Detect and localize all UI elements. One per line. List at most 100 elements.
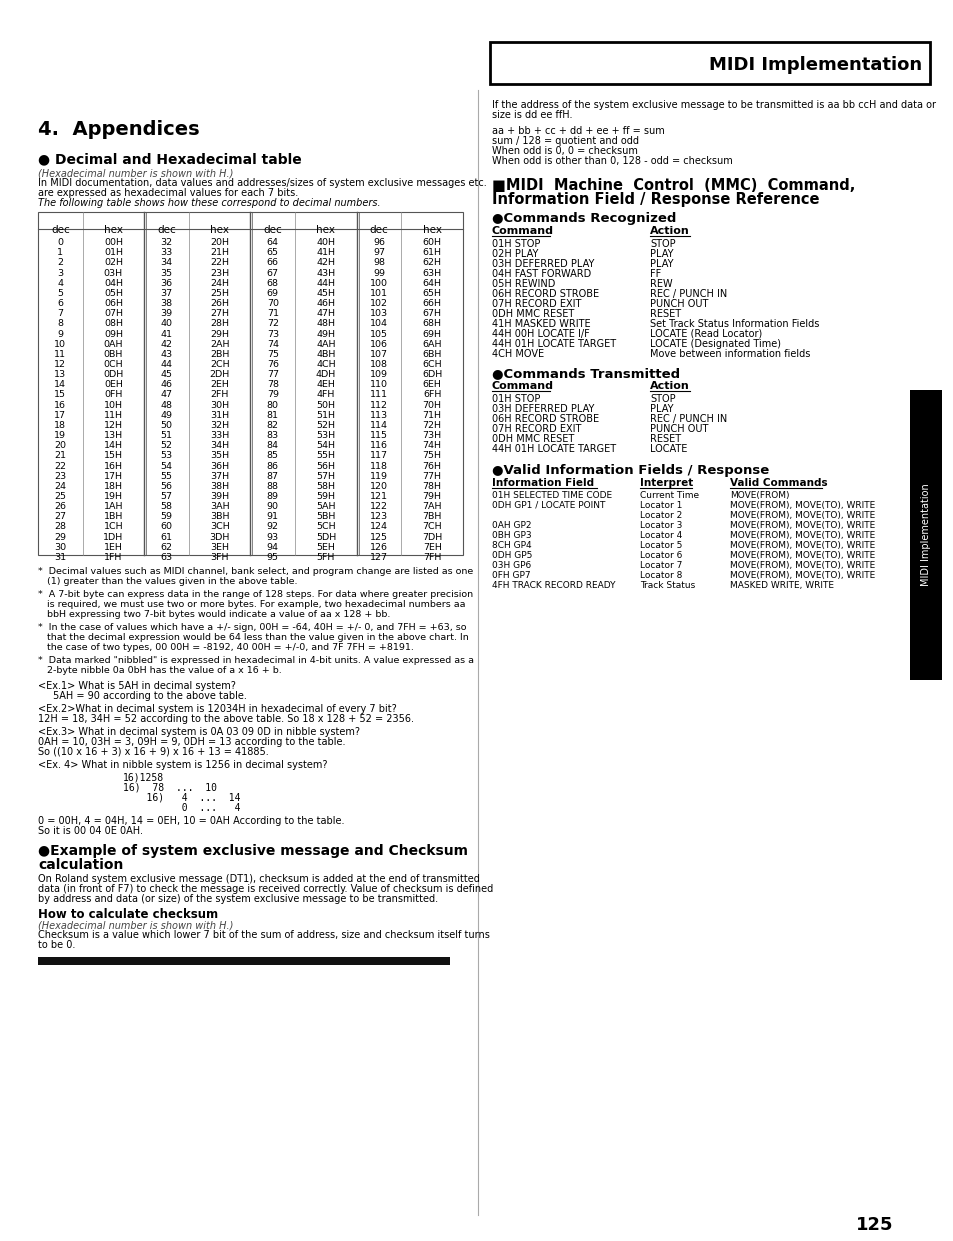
Text: 54: 54 xyxy=(160,462,172,470)
Text: 74H: 74H xyxy=(422,442,441,450)
Text: Action: Action xyxy=(649,226,689,236)
Text: 36H: 36H xyxy=(210,462,229,470)
Text: 02H: 02H xyxy=(104,258,123,267)
Text: *  A 7-bit byte can express data in the range of 128 steps. For data where great: * A 7-bit byte can express data in the r… xyxy=(38,589,473,599)
Text: 38H: 38H xyxy=(210,482,229,491)
Text: 76: 76 xyxy=(267,360,278,369)
Text: 08H: 08H xyxy=(104,319,123,329)
Text: 98: 98 xyxy=(373,258,385,267)
Text: 2BH: 2BH xyxy=(210,350,229,359)
Text: 72H: 72H xyxy=(422,421,441,429)
Text: 6EH: 6EH xyxy=(422,380,441,390)
Text: 36: 36 xyxy=(160,279,172,288)
Text: 20: 20 xyxy=(54,442,67,450)
Text: 20H: 20H xyxy=(210,238,229,247)
Text: 53: 53 xyxy=(160,452,172,460)
Text: 71H: 71H xyxy=(422,411,441,419)
Text: 33: 33 xyxy=(160,248,172,257)
Text: 37H: 37H xyxy=(210,472,229,480)
Text: 38: 38 xyxy=(160,299,172,308)
Text: RESET: RESET xyxy=(649,309,680,319)
Text: PUNCH OUT: PUNCH OUT xyxy=(649,424,708,434)
Text: 44: 44 xyxy=(160,360,172,369)
Text: 73H: 73H xyxy=(422,431,441,441)
Text: 95: 95 xyxy=(267,553,278,562)
Text: 15: 15 xyxy=(54,391,67,400)
Text: REW: REW xyxy=(649,279,672,289)
Text: 35: 35 xyxy=(160,268,172,278)
Text: 31H: 31H xyxy=(210,411,229,419)
Text: 2FH: 2FH xyxy=(211,391,229,400)
Text: 99: 99 xyxy=(373,268,385,278)
Text: 65: 65 xyxy=(267,248,278,257)
Text: 113: 113 xyxy=(370,411,388,419)
Text: 25H: 25H xyxy=(210,289,229,298)
Text: 97: 97 xyxy=(373,248,385,257)
Text: 66: 66 xyxy=(267,258,278,267)
Text: 55H: 55H xyxy=(316,452,335,460)
Text: 11: 11 xyxy=(54,350,67,359)
Text: the case of two types, 00 00H = -8192, 40 00H = +/-0, and 7F 7FH = +8191.: the case of two types, 00 00H = -8192, 4… xyxy=(38,643,414,652)
Text: Checksum is a value which lower 7 bit of the sum of address, size and checksum i: Checksum is a value which lower 7 bit of… xyxy=(38,930,489,939)
Text: 51: 51 xyxy=(160,431,172,441)
Text: ●Commands Recognized: ●Commands Recognized xyxy=(492,212,676,225)
Bar xyxy=(38,212,462,555)
Text: 16)  78  ...  10: 16) 78 ... 10 xyxy=(123,783,216,793)
Text: 44H: 44H xyxy=(316,279,335,288)
Text: LOCATE (Read Locator): LOCATE (Read Locator) xyxy=(649,329,761,339)
Text: 0 = 00H, 4 = 04H, 14 = 0EH, 10 = 0AH According to the table.: 0 = 00H, 4 = 04H, 14 = 0EH, 10 = 0AH Acc… xyxy=(38,817,344,827)
Text: 58: 58 xyxy=(160,503,172,511)
Text: 05H: 05H xyxy=(104,289,123,298)
Text: 70H: 70H xyxy=(422,401,441,410)
Text: 118: 118 xyxy=(370,462,388,470)
Text: 65H: 65H xyxy=(422,289,441,298)
Text: 7DH: 7DH xyxy=(421,532,442,541)
Text: 94: 94 xyxy=(267,542,278,552)
Text: 116: 116 xyxy=(370,442,388,450)
Text: 46: 46 xyxy=(160,380,172,390)
Text: 91: 91 xyxy=(267,513,278,521)
Text: *  Data marked "nibbled" is expressed in hexadecimal in 4-bit units. A value exp: * Data marked "nibbled" is expressed in … xyxy=(38,656,474,665)
Text: 15H: 15H xyxy=(104,452,123,460)
Text: 41H: 41H xyxy=(316,248,335,257)
Text: So ((10 x 16 + 3) x 16 + 9) x 16 + 13 = 41885.: So ((10 x 16 + 3) x 16 + 9) x 16 + 13 = … xyxy=(38,747,269,757)
Text: MOVE(FROM), MOVE(TO), WRITE: MOVE(FROM), MOVE(TO), WRITE xyxy=(729,511,874,520)
Text: 7AH: 7AH xyxy=(422,503,441,511)
Text: 60H: 60H xyxy=(422,238,441,247)
Text: 10: 10 xyxy=(54,340,67,349)
Text: 19: 19 xyxy=(54,431,67,441)
Text: 22: 22 xyxy=(54,462,67,470)
Text: 73: 73 xyxy=(267,330,278,339)
Text: 3FH: 3FH xyxy=(211,553,229,562)
Text: 101: 101 xyxy=(370,289,388,298)
Text: 26H: 26H xyxy=(210,299,229,308)
Text: 122: 122 xyxy=(370,503,388,511)
Text: 62: 62 xyxy=(160,542,172,552)
Text: 18H: 18H xyxy=(104,482,123,491)
Text: 31: 31 xyxy=(54,553,67,562)
Text: ● Decimal and Hexadecimal table: ● Decimal and Hexadecimal table xyxy=(38,151,301,166)
Text: So it is 00 04 0E 0AH.: So it is 00 04 0E 0AH. xyxy=(38,827,143,836)
Text: Valid Commands: Valid Commands xyxy=(729,478,827,488)
Text: 24H: 24H xyxy=(210,279,229,288)
Text: 0BH: 0BH xyxy=(104,350,123,359)
Text: Information Field / Response Reference: Information Field / Response Reference xyxy=(492,192,819,207)
Text: Locator 7: Locator 7 xyxy=(639,561,681,570)
Text: 6DH: 6DH xyxy=(421,370,442,380)
Text: 103: 103 xyxy=(370,309,388,318)
Text: 5FH: 5FH xyxy=(316,553,335,562)
Text: 43: 43 xyxy=(160,350,172,359)
Text: 108: 108 xyxy=(370,360,388,369)
Text: dec: dec xyxy=(51,225,70,235)
Text: 61: 61 xyxy=(160,532,172,541)
Text: 1FH: 1FH xyxy=(104,553,123,562)
Text: 50: 50 xyxy=(160,421,172,429)
Text: 34H: 34H xyxy=(210,442,229,450)
Text: 1CH: 1CH xyxy=(104,522,123,531)
Text: 0  ...   4: 0 ... 4 xyxy=(123,803,240,813)
Text: Current Time: Current Time xyxy=(639,491,699,500)
Text: 81: 81 xyxy=(267,411,278,419)
Bar xyxy=(38,957,450,965)
Text: 7BH: 7BH xyxy=(422,513,441,521)
Text: 5: 5 xyxy=(57,289,63,298)
